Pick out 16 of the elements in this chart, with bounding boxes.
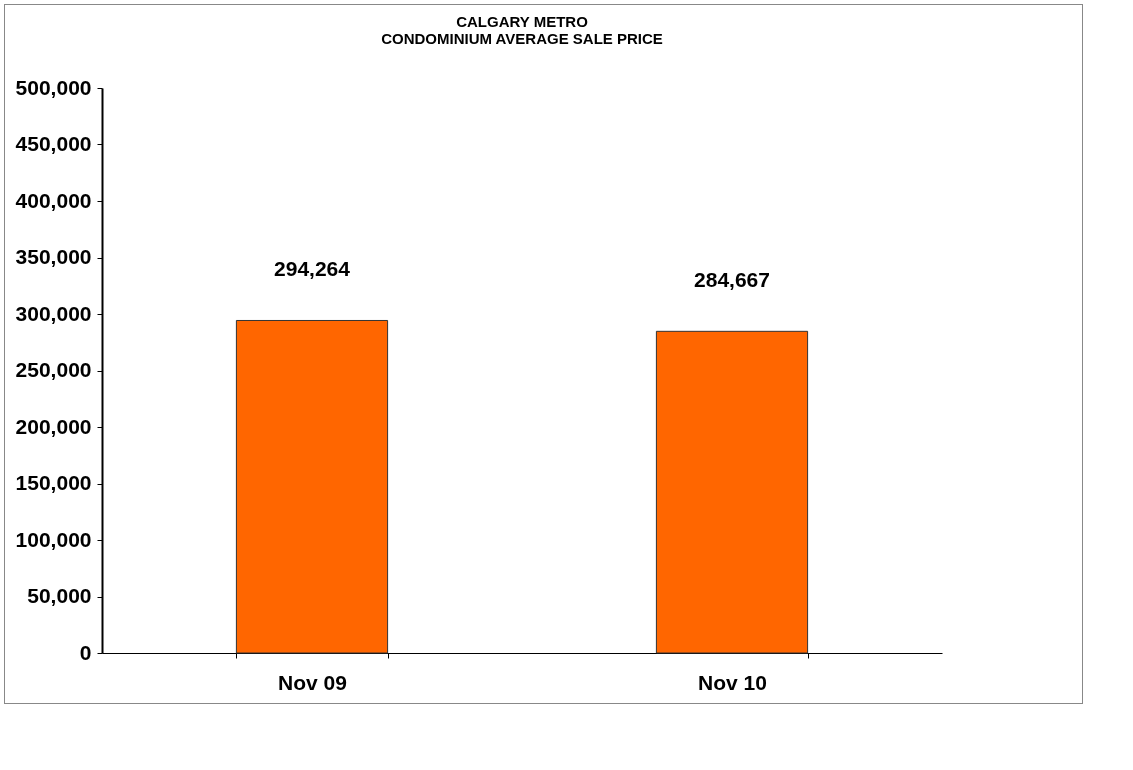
y-tick-label: 300,000 [15,301,92,325]
y-tick-label: 350,000 [15,245,92,268]
y-tick-label: 100,000 [15,527,92,551]
y-tick-label: 450,000 [15,132,92,155]
y-tick-label: 200,000 [15,414,92,438]
y-tick-label: 250,000 [15,358,92,381]
y-tick-label: 50,000 [27,584,92,607]
y-tick-label: 500,000 [15,75,92,99]
y-tick-label: 400,000 [15,188,92,212]
data-label: 284,667 [694,268,770,292]
x-tick-label: Nov 10 [698,670,767,694]
x-tick-label: Nov 09 [278,670,347,694]
y-tick-label: 150,000 [15,471,92,494]
y-tick-label: 0 [79,640,92,664]
chart-title: CALGARY METRO CONDOMINIUM AVERAGE SALE PRICE [381,13,663,47]
data-label: 294,264 [274,257,351,281]
